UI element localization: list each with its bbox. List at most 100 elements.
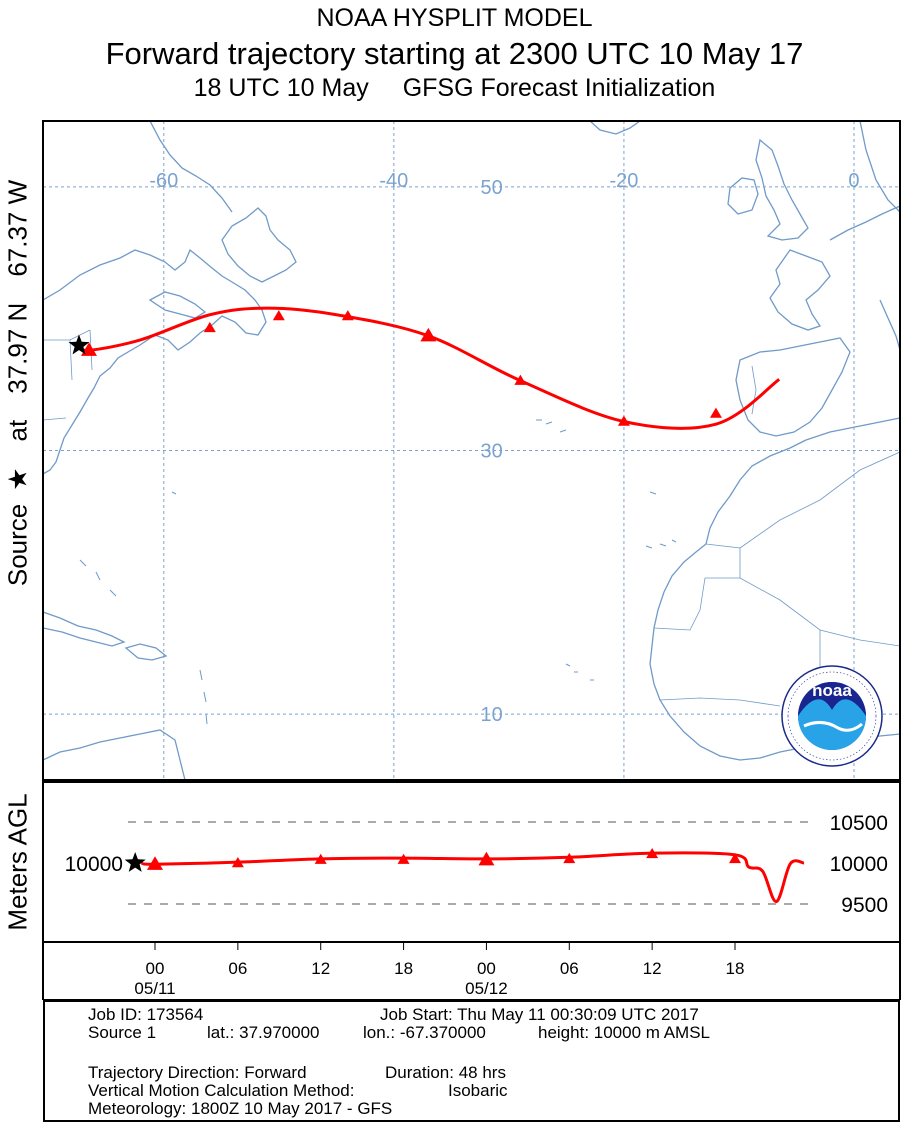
cuba-coast [43,611,126,647]
forecast-time: 18 UTC 10 May [193,74,369,102]
europe-north-coast [829,205,900,241]
height-tick-label: 10000 [830,853,888,876]
italy-coast [879,299,900,351]
map-source-marker [68,334,90,355]
map-grid-labels: -60 -40 -20 0 50 30 10 [149,170,859,726]
height-ylabel: Meters AGL [2,793,33,931]
nova-scotia-coast [148,291,207,319]
map-trajectory-line [77,306,781,430]
meridian-label: -40 [379,170,408,192]
height-tick-labels: 10500 10000 9500 [830,812,888,917]
time-tick-label: 00 [146,959,165,978]
time-tick-label: 06 [560,959,579,978]
job-start: Job Start: Thu May 11 00:30:09 UTC 2017 [380,1005,699,1024]
forecast-model: GFSG Forecast Initialization [402,74,716,102]
time-tick-label: 12 [643,959,662,978]
map-trajectory-marker [420,327,437,342]
parallel-label: 10 [481,704,503,726]
scandinavia-coast [859,121,900,213]
cape-verde [565,663,594,681]
forecast-subtitle: 18 UTC 10 May GFSG Forecast Initializatio… [0,74,909,103]
model-title: NOAA HYSPLIT MODEL [316,4,593,32]
bermuda [171,491,177,495]
iberia-coast [735,337,851,437]
time-tick-label: 18 [394,959,413,978]
vertical-method-label: Vertical Motion Calculation Method: [88,1081,355,1100]
source-lon-value: lon.: -67.370000 [363,1023,486,1042]
height-gridlines [128,821,810,905]
map-trajectory-marker [617,415,630,426]
ireland-coast [727,177,759,215]
meridian-label: -20 [609,170,638,192]
africa-north-coast [805,417,900,441]
height-trajectory-marker [231,857,244,868]
star-icon: ★ [2,467,33,491]
source-number: Source 1 [88,1023,157,1042]
north-america-coast [43,248,267,475]
trajectory-title: Forward trajectory starting at 2300 UTC … [105,36,804,71]
source-lon: 67.37 W [2,179,33,277]
meridian-label: -60 [149,170,178,192]
hispaniola-coast [124,643,168,661]
noaa-logo-text: noaa [812,681,852,700]
source-lat-value: lat.: 37.970000 [207,1023,320,1042]
time-tick-label: 06 [228,959,247,978]
height-source-marker [124,852,146,872]
source-side-label: Source ★ at 37.97 N 67.37 W [3,148,33,618]
map-trajectory-marker [272,310,285,321]
map-grid [43,121,900,780]
madeira [649,491,657,495]
labrador-coast [149,121,233,213]
height-source-label: 10000 [65,853,123,876]
height-tick-label: 10500 [830,812,888,835]
height-trajectory [140,847,805,904]
portugal-border [751,365,757,415]
date-label: 05/12 [465,979,508,998]
height-trajectory-marker [314,853,327,864]
trajectory-chart: -60 -40 -20 0 50 30 10 noaa 10500 10000 9500 100… [42,120,901,1000]
map-trajectory-marker [514,374,527,385]
height-trajectory-marker [397,853,410,864]
iceland-coast [589,121,641,135]
azores [536,419,567,433]
height-tick-label: 9500 [841,894,888,917]
map-panel: -60 -40 -20 0 50 30 10 noaa [42,120,901,781]
time-tick-label: 00 [477,959,496,978]
bahamas [79,559,117,597]
parallel-label: 30 [481,441,503,463]
time-tick-label: 18 [726,959,745,978]
date-label: 05/11 [134,979,175,998]
height-trajectory-line [140,851,805,904]
vertical-method-value: Isobaric [448,1081,508,1100]
newfoundland-coast [221,207,297,283]
source-lat: 37.97 N [2,302,33,394]
source-height-value: height: 10000 m AMSL [538,1023,711,1042]
height-source-value: 10000 [65,853,123,876]
map-trajectory-marker [81,342,98,356]
trajectory-direction: Trajectory Direction: Forward [88,1063,307,1082]
height-trajectory-marker [729,852,741,864]
height-trajectory-marker [478,851,495,866]
job-info-footer: Job ID: 173564 Job Start: Thu May 11 00:… [43,1000,900,1122]
meteorology: Meteorology: 1800Z 10 May 2017 - GFS [88,1099,393,1118]
height-source-star [124,852,146,872]
time-ticks: 00 06 12 18 00 06 12 18 05/11 05/12 [134,943,744,998]
height-trajectory-marker [147,856,163,870]
trajectory-duration: Duration: 48 hrs [385,1063,506,1082]
height-trajectory-marker [646,847,659,859]
at-label: at [2,419,33,442]
time-axis: 00 06 12 18 00 06 12 18 05/11 05/12 [42,941,901,1000]
height-ylabel-wrap: Meters AGL [3,782,33,942]
africa-borders [653,451,900,741]
france-coast [769,249,831,331]
meridian-label: 0 [848,170,859,192]
canary-islands [645,539,677,549]
map-source-star [68,334,90,355]
height-trajectory-marker [563,852,576,864]
time-tick-label: 12 [311,959,330,978]
map-trajectory [77,306,781,430]
job-id: Job ID: 173564 [88,1005,204,1024]
britain-coast [755,138,809,241]
noaa-logo: noaa [781,665,883,767]
map-trajectory-marker [709,407,722,418]
